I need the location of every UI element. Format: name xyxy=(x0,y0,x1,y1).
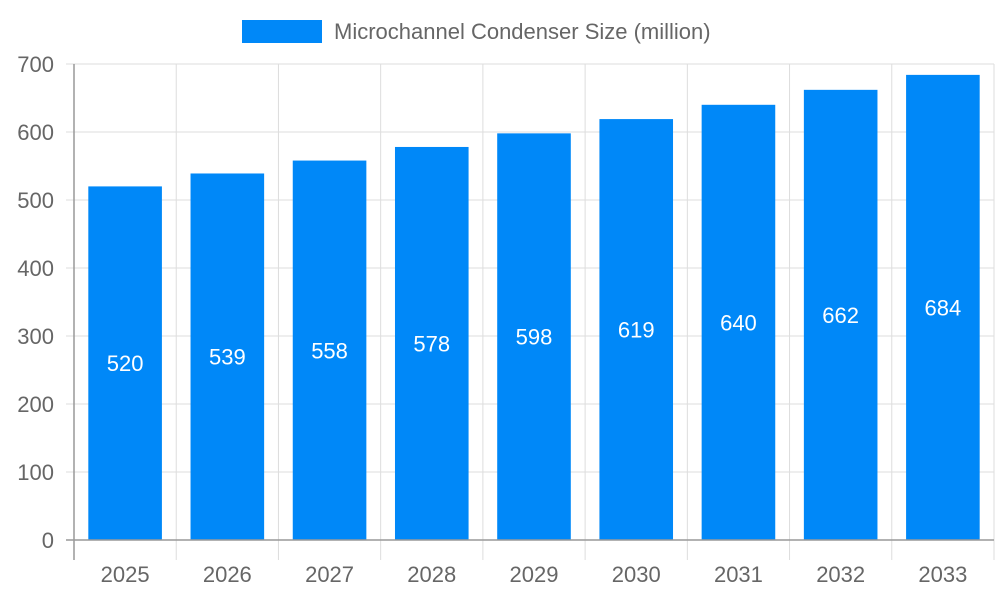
bar xyxy=(88,186,162,540)
y-tick-label: 300 xyxy=(17,324,54,349)
legend-swatch xyxy=(242,20,322,43)
y-tick-label: 0 xyxy=(42,528,54,553)
data-label: 520 xyxy=(107,351,144,376)
data-label: 662 xyxy=(822,303,859,328)
data-label: 598 xyxy=(516,325,553,350)
data-label: 619 xyxy=(618,318,655,343)
x-tick-label: 2026 xyxy=(203,562,252,587)
x-tick-label: 2030 xyxy=(612,562,661,587)
x-tick-label: 2025 xyxy=(101,562,150,587)
bar xyxy=(906,74,980,540)
x-tick-label: 2029 xyxy=(510,562,559,587)
bars: 520 539 558 578 598 619 640 662 684 xyxy=(88,74,980,541)
bar xyxy=(803,89,878,540)
x-tick-label: 2033 xyxy=(918,562,967,587)
y-tick-label: 700 xyxy=(17,52,54,77)
x-tick-label: 2028 xyxy=(407,562,456,587)
y-tick-label: 500 xyxy=(17,188,54,213)
y-tick-label: 100 xyxy=(17,460,54,485)
legend-label: Microchannel Condenser Size (million) xyxy=(334,19,711,44)
bar xyxy=(190,173,265,541)
y-tick-label: 600 xyxy=(17,120,54,145)
y-tick-label: 200 xyxy=(17,392,54,417)
x-tick-label: 2031 xyxy=(714,562,763,587)
data-label: 684 xyxy=(925,295,962,320)
data-label: 578 xyxy=(413,331,450,356)
bar xyxy=(292,160,367,540)
bar xyxy=(497,133,571,541)
x-tick-label: 2027 xyxy=(305,562,354,587)
data-label: 539 xyxy=(209,345,246,370)
data-label: 558 xyxy=(311,338,348,363)
axes: 0 100 200 300 400 500 600 700 2025 2026 2027 2028 20… xyxy=(17,52,994,587)
legend[interactable]: Microchannel Condenser Size (million) xyxy=(242,19,711,44)
bar xyxy=(599,119,674,540)
bar xyxy=(701,104,776,541)
data-label: 640 xyxy=(720,310,757,335)
bar xyxy=(394,146,469,540)
y-tick-label: 400 xyxy=(17,256,54,281)
x-tick-label: 2032 xyxy=(816,562,865,587)
